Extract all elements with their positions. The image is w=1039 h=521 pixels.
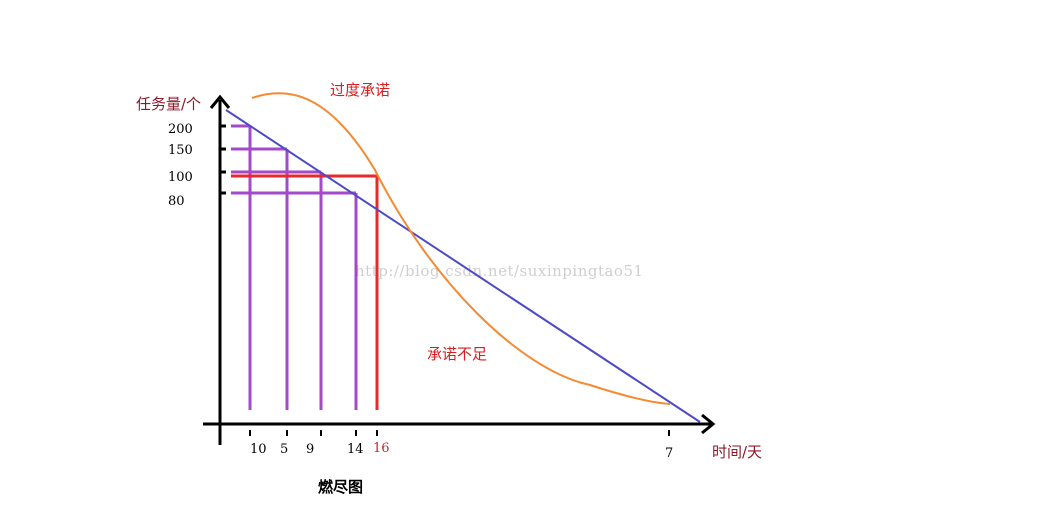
annotation-overcommit: 过度承诺 (330, 81, 390, 99)
y-tick-label: 150 (168, 143, 193, 158)
y-axis-label: 任务量/个 (136, 95, 201, 113)
x-axis-arrow (701, 413, 716, 435)
y-axis-arrow (209, 94, 231, 109)
x-tick-label: 5 (280, 442, 288, 457)
x-tick-label: 7 (665, 446, 673, 461)
watermark-text: http://blog.csdn.net/suxinpingtao51 (355, 262, 644, 280)
x-tick-label: 16 (373, 441, 390, 456)
x-tick-label: 10 (250, 442, 267, 457)
y-tick-marks (221, 124, 226, 195)
y-tick-label: 100 (168, 170, 193, 185)
axes (203, 94, 716, 445)
x-tick-label: 9 (306, 442, 314, 457)
y-tick-label: 200 (168, 122, 193, 137)
guide-lines (231, 124, 379, 410)
y-tick-label: 80 (168, 194, 185, 209)
x-tick-label: 14 (347, 442, 364, 457)
x-axis-label: 时间/天 (712, 443, 762, 461)
x-tick-marks (249, 430, 670, 436)
series-actual-curve (251, 92, 671, 405)
annotation-undercommit: 承诺不足 (427, 345, 487, 363)
chart-title: 燃尽图 (318, 478, 363, 496)
series-ideal-line (225, 109, 701, 423)
